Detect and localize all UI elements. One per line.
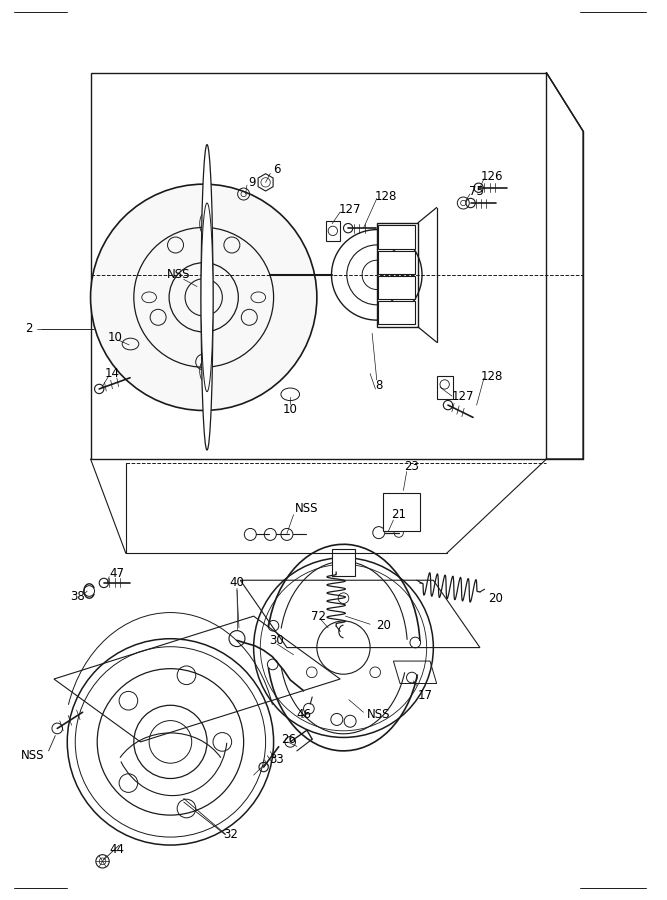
Text: 9: 9	[249, 176, 256, 189]
Text: 47: 47	[109, 567, 125, 580]
Text: NSS: NSS	[367, 708, 390, 722]
Text: 44: 44	[109, 843, 125, 856]
Text: 21: 21	[392, 508, 406, 521]
Text: 32: 32	[223, 828, 237, 841]
Text: 38: 38	[70, 590, 85, 603]
Text: 72: 72	[311, 609, 326, 623]
Text: 20: 20	[376, 618, 391, 632]
Ellipse shape	[201, 203, 213, 392]
Bar	[377, 223, 418, 327]
Text: 30: 30	[269, 634, 284, 647]
Text: NSS: NSS	[295, 502, 319, 515]
Text: 46: 46	[296, 708, 311, 722]
Text: 8: 8	[375, 379, 382, 392]
Bar	[378, 301, 415, 324]
Text: 26: 26	[281, 733, 296, 746]
Text: 10: 10	[108, 331, 123, 344]
Text: 75: 75	[469, 184, 484, 198]
Text: 40: 40	[229, 576, 244, 590]
Bar	[331, 549, 356, 576]
Text: 33: 33	[269, 753, 284, 767]
Text: 128: 128	[374, 190, 397, 203]
Text: 127: 127	[452, 390, 474, 402]
Text: 14: 14	[105, 367, 120, 380]
Text: 23: 23	[405, 460, 420, 473]
Bar	[91, 73, 546, 459]
Text: 10: 10	[283, 403, 297, 416]
Bar	[325, 221, 340, 240]
Ellipse shape	[201, 145, 213, 450]
Bar	[384, 493, 420, 531]
Text: 127: 127	[339, 202, 362, 216]
Bar	[378, 275, 415, 299]
Text: 6: 6	[273, 163, 281, 176]
Text: 126: 126	[481, 169, 503, 183]
Text: 20: 20	[488, 591, 503, 605]
Circle shape	[91, 184, 317, 410]
Bar	[437, 376, 454, 399]
Text: NSS: NSS	[21, 749, 45, 762]
Bar	[378, 226, 415, 248]
Text: 2: 2	[25, 322, 33, 336]
Text: 128: 128	[481, 370, 503, 382]
Text: NSS: NSS	[167, 268, 191, 282]
Bar	[378, 250, 415, 274]
Text: 17: 17	[418, 688, 433, 702]
